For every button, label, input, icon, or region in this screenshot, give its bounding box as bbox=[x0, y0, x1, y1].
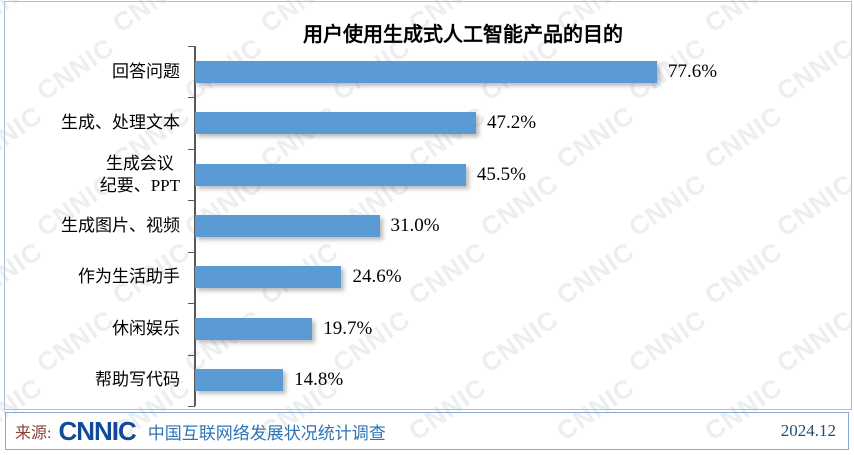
category-label-text: 帮助写代码 bbox=[95, 370, 180, 390]
category-label-text: 回答问题 bbox=[112, 61, 180, 81]
category-label-text: 作为生活助手 bbox=[78, 267, 180, 287]
category-label: 生成图片、视频 bbox=[13, 215, 180, 237]
category-label: 生成、处理文本 bbox=[13, 112, 180, 134]
survey-name: 中国互联网络发展状况统计调查 bbox=[147, 423, 386, 443]
axis-tick bbox=[188, 251, 195, 253]
bar bbox=[195, 163, 466, 186]
category-label: 休闲娱乐 bbox=[13, 318, 180, 340]
category-label: 生成会议 纪要、PPT bbox=[13, 152, 180, 196]
axis-tick bbox=[188, 97, 195, 99]
category-label: 帮助写代码 bbox=[13, 369, 180, 391]
bar bbox=[195, 369, 284, 392]
category-label-text: 休闲娱乐 bbox=[112, 318, 180, 338]
chart-title: 用户使用生成式人工智能产品的目的 bbox=[303, 24, 623, 46]
axis-tick bbox=[188, 303, 195, 305]
cnnic-logo: CNNIC bbox=[58, 416, 136, 446]
value-label: 45.5% bbox=[476, 163, 526, 185]
axis-tick bbox=[188, 354, 195, 356]
axis-tick bbox=[188, 46, 195, 47]
bar bbox=[195, 60, 657, 83]
bar bbox=[195, 317, 313, 340]
bar bbox=[195, 215, 380, 237]
source-label: 来源: bbox=[15, 425, 52, 442]
value-label: 24.6% bbox=[352, 266, 402, 288]
bar bbox=[195, 112, 476, 135]
value-label: 19.7% bbox=[323, 317, 373, 339]
category-label-text: 生成、处理文本 bbox=[61, 113, 180, 133]
axis-tick bbox=[188, 406, 195, 407]
category-label: 作为生活助手 bbox=[13, 266, 180, 288]
value-label: 14.8% bbox=[294, 369, 344, 391]
category-label-text: 生成会议 纪要、PPT bbox=[99, 153, 180, 195]
category-label: 回答问题 bbox=[13, 61, 180, 83]
category-label-text: 生成图片、视频 bbox=[61, 215, 180, 235]
axis-tick bbox=[188, 148, 195, 150]
chart-panel: 用户使用生成式人工智能产品的目的 回答问题 77.6% 生成、处理文本 47.2% 生成… bbox=[4, 1, 852, 410]
value-label: 31.0% bbox=[390, 215, 440, 236]
bar-plot: 回答问题 77.6% 生成、处理文本 47.2% 生成会议 纪要、PPT 45.5% 生成图… bbox=[5, 2, 851, 409]
value-label: 77.6% bbox=[668, 60, 718, 82]
source-footer: 来源: CNNIC 中国互联网络发展状况统计调查 2024.12 bbox=[5, 412, 849, 450]
value-label: 47.2% bbox=[487, 112, 537, 134]
bar bbox=[195, 266, 342, 289]
axis-tick bbox=[188, 200, 195, 202]
footer-date: 2024.12 bbox=[780, 421, 836, 440]
